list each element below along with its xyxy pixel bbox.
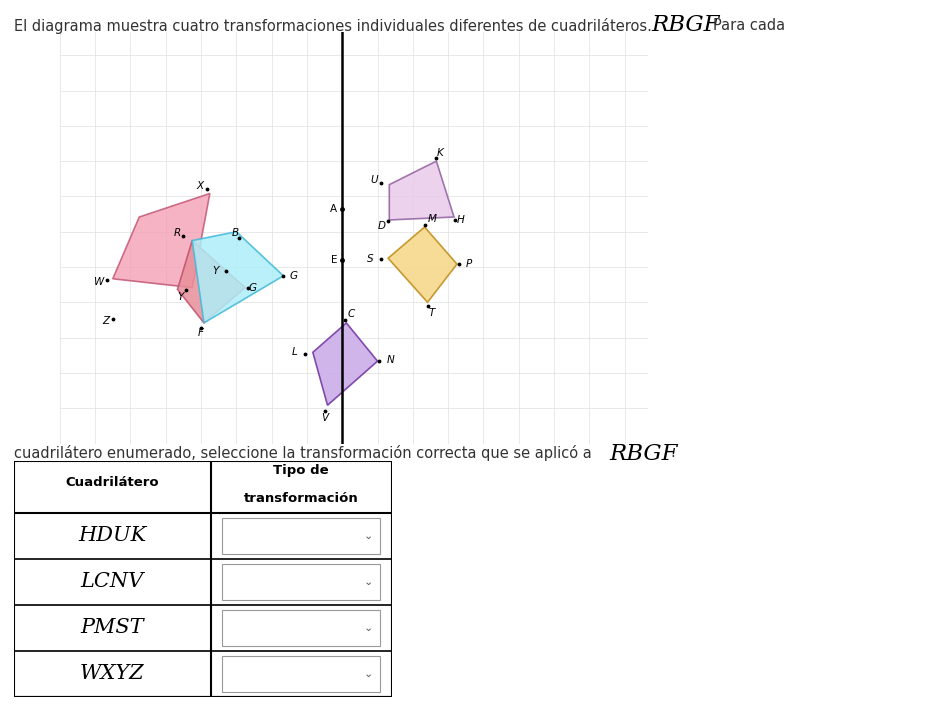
Text: ⌄: ⌄ bbox=[363, 531, 373, 541]
Text: HDUK: HDUK bbox=[78, 527, 146, 546]
Text: .: . bbox=[670, 445, 675, 460]
Text: V: V bbox=[321, 413, 329, 422]
Text: S: S bbox=[367, 253, 374, 264]
Text: P: P bbox=[465, 259, 472, 269]
Text: D: D bbox=[378, 221, 386, 231]
Polygon shape bbox=[388, 227, 457, 302]
Text: M: M bbox=[428, 214, 436, 224]
Text: B: B bbox=[232, 228, 240, 238]
Text: El diagrama muestra cuatro transformaciones individuales diferentes de cuadrilát: El diagrama muestra cuatro transformacio… bbox=[14, 18, 652, 34]
Text: PMST: PMST bbox=[80, 619, 144, 638]
Text: L: L bbox=[292, 347, 297, 358]
Text: transformación: transformación bbox=[244, 492, 359, 505]
Polygon shape bbox=[389, 161, 454, 220]
Text: cuadrilátero enumerado, seleccione la transformación correcta que se aplicó a: cuadrilátero enumerado, seleccione la tr… bbox=[14, 445, 592, 461]
Text: U: U bbox=[370, 175, 378, 185]
Polygon shape bbox=[193, 232, 283, 323]
Text: A: A bbox=[330, 204, 338, 214]
Text: W: W bbox=[93, 277, 104, 287]
Text: WXYZ: WXYZ bbox=[80, 665, 144, 684]
Text: ⌄: ⌄ bbox=[363, 669, 373, 679]
Polygon shape bbox=[177, 241, 245, 323]
Text: G: G bbox=[289, 271, 297, 281]
Bar bbox=[222, 564, 380, 601]
Text: N: N bbox=[386, 355, 394, 365]
Text: Z: Z bbox=[103, 316, 110, 326]
Text: Cuadrilátero: Cuadrilátero bbox=[65, 476, 160, 489]
Bar bbox=[222, 517, 380, 554]
Polygon shape bbox=[312, 323, 378, 406]
Text: F: F bbox=[198, 329, 204, 339]
Text: ⌄: ⌄ bbox=[363, 623, 373, 633]
Text: R: R bbox=[174, 228, 181, 238]
Text: T: T bbox=[429, 308, 435, 318]
Text: H: H bbox=[457, 215, 465, 225]
Polygon shape bbox=[112, 194, 210, 288]
Text: LCNV: LCNV bbox=[80, 572, 144, 591]
Bar bbox=[222, 610, 380, 646]
Text: ⌄: ⌄ bbox=[363, 577, 373, 587]
Text: K: K bbox=[437, 149, 444, 158]
Text: X: X bbox=[197, 180, 204, 191]
Text: Para cada: Para cada bbox=[713, 18, 784, 32]
Text: RBGF: RBGF bbox=[609, 443, 678, 465]
Text: Y: Y bbox=[212, 266, 219, 276]
Text: Y: Y bbox=[177, 291, 183, 302]
Text: Tipo de: Tipo de bbox=[274, 464, 329, 477]
Text: C: C bbox=[347, 309, 355, 319]
Text: E: E bbox=[331, 255, 338, 265]
Bar bbox=[222, 655, 380, 692]
Text: RBGF: RBGF bbox=[651, 14, 720, 36]
Text: G: G bbox=[249, 282, 257, 293]
